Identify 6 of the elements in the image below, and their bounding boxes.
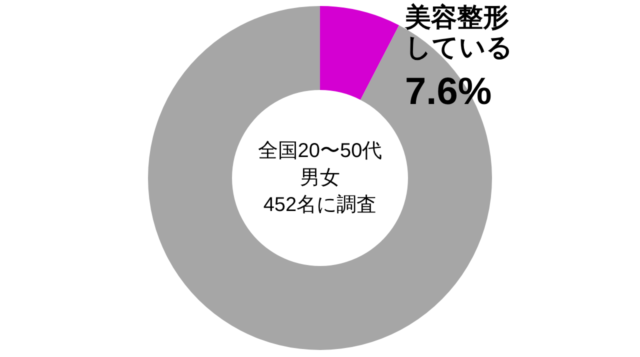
slice-label: 美容整形している — [404, 2, 513, 62]
text: 全国20〜50代 — [258, 140, 382, 162]
data-label: 7.6% — [405, 71, 492, 113]
text: 男女 — [300, 167, 340, 189]
donut-slice — [320, 6, 400, 100]
text: 452名に調査 — [263, 194, 377, 216]
